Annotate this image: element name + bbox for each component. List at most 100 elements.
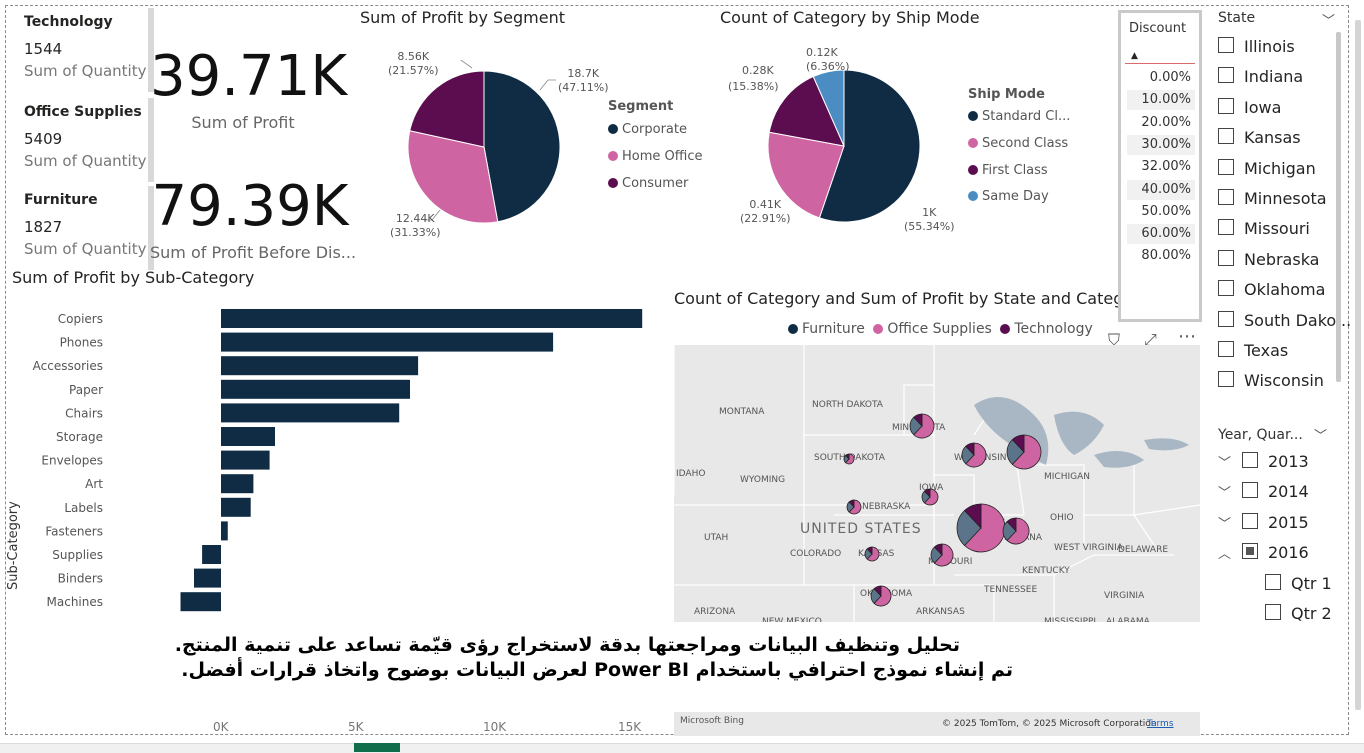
bar-machines[interactable] bbox=[180, 592, 222, 612]
bar-art[interactable] bbox=[221, 474, 254, 494]
chevron-down-icon[interactable]: ﹀ bbox=[1218, 516, 1232, 532]
bar-accessories[interactable] bbox=[221, 356, 419, 376]
state-scrollbar[interactable] bbox=[1336, 32, 1341, 382]
checkbox[interactable] bbox=[1218, 128, 1234, 145]
segment-slice-consumer[interactable] bbox=[409, 70, 485, 148]
legend-item-standard-class[interactable]: Standard Cl... bbox=[968, 109, 1070, 124]
checkbox[interactable] bbox=[1218, 97, 1234, 114]
checkbox[interactable] bbox=[1218, 249, 1234, 266]
segment-slice-home-office[interactable] bbox=[407, 130, 499, 224]
kpi-card-office-supplies[interactable]: Office Supplies 5409 Sum of Quantity bbox=[14, 98, 154, 182]
checkbox[interactable] bbox=[1218, 310, 1234, 327]
segment-slice-corporate[interactable] bbox=[483, 70, 561, 223]
checkbox[interactable] bbox=[1242, 543, 1258, 560]
state-option[interactable]: Missouri bbox=[1218, 219, 1310, 238]
shipmode-slice-first-class[interactable] bbox=[768, 75, 845, 147]
focus-mode-icon[interactable]: ⤢ bbox=[1144, 330, 1157, 349]
discount-option[interactable]: 60.00% bbox=[1127, 224, 1195, 245]
chevron-down-icon[interactable]: ﹀ bbox=[1218, 456, 1232, 471]
legend-item-consumer[interactable]: Consumer bbox=[608, 176, 688, 191]
discount-option[interactable]: 30.00% bbox=[1127, 134, 1195, 155]
page-scrollbar[interactable] bbox=[1355, 20, 1361, 710]
discount-option[interactable]: 32.00% bbox=[1141, 159, 1191, 175]
more-options-icon[interactable]: ⋯ bbox=[1178, 326, 1196, 347]
map-legend-technology[interactable]: Technology bbox=[996, 321, 1093, 337]
state-option[interactable]: Illinois bbox=[1218, 37, 1295, 56]
checkbox[interactable] bbox=[1218, 219, 1234, 236]
bar-copiers[interactable] bbox=[221, 309, 643, 328]
checkbox[interactable] bbox=[1218, 280, 1234, 297]
map-bubble[interactable] bbox=[1002, 517, 1030, 545]
checkbox[interactable] bbox=[1218, 341, 1234, 357]
checkbox[interactable] bbox=[1218, 37, 1234, 53]
checkbox[interactable] bbox=[1265, 604, 1281, 621]
bar-envelopes[interactable] bbox=[221, 450, 270, 470]
discount-option[interactable]: 10.00% bbox=[1127, 90, 1195, 111]
bar-storage[interactable] bbox=[221, 427, 275, 446]
map-bubble[interactable] bbox=[956, 503, 1006, 553]
bar-chairs[interactable] bbox=[221, 403, 400, 423]
discount-option[interactable]: 0.00% bbox=[1149, 70, 1191, 85]
shipmode-pie[interactable] bbox=[760, 62, 928, 230]
checkbox[interactable] bbox=[1242, 452, 1258, 468]
legend-item-corporate[interactable]: Corporate bbox=[608, 122, 687, 137]
shipmode-slice-same-day[interactable] bbox=[812, 69, 845, 147]
map-bubble[interactable] bbox=[864, 546, 880, 562]
state-option[interactable]: Iowa bbox=[1218, 97, 1281, 117]
bar-fasteners[interactable] bbox=[221, 521, 228, 541]
checkbox[interactable] bbox=[1218, 158, 1234, 175]
discount-option[interactable]: 20.00% bbox=[1141, 114, 1191, 130]
quarter-option[interactable]: Qtr 1 bbox=[1265, 574, 1332, 593]
map-bubble[interactable] bbox=[909, 413, 935, 439]
chevron-up-icon[interactable]: ︿ bbox=[1218, 547, 1232, 563]
checkbox[interactable] bbox=[1265, 574, 1281, 590]
map-bubble[interactable] bbox=[930, 543, 954, 567]
legend-item-home-office[interactable]: Home Office bbox=[608, 149, 702, 164]
map-legend-office-supplies[interactable]: Office Supplies bbox=[869, 321, 992, 337]
state-option[interactable]: Oklahoma bbox=[1218, 280, 1325, 299]
bar-phones[interactable] bbox=[221, 332, 554, 352]
sort-ascending-icon[interactable]: ▲ bbox=[1131, 51, 1138, 61]
legend-item-second-class[interactable]: Second Class bbox=[968, 136, 1068, 151]
chevron-down-icon[interactable]: ﹀ bbox=[1322, 14, 1336, 29]
map-bubble[interactable] bbox=[921, 488, 939, 506]
quarter-option[interactable]: Qtr 2 bbox=[1265, 604, 1332, 623]
state-option[interactable]: Michigan bbox=[1218, 158, 1316, 178]
state-option[interactable]: Kansas bbox=[1218, 128, 1301, 147]
year-option[interactable]: ﹀ 2015 bbox=[1218, 512, 1309, 532]
map-terms-link[interactable]: Terms bbox=[1147, 719, 1174, 729]
subcategory-bar-chart[interactable]: Copiers Phones Accessories Paper Chairs Stora… bbox=[0, 300, 670, 630]
legend-item-same-day[interactable]: Same Day bbox=[968, 189, 1049, 204]
map-bubble[interactable] bbox=[846, 499, 862, 515]
year-option[interactable]: ﹀ 2013 bbox=[1218, 452, 1309, 471]
discount-option[interactable]: 40.00% bbox=[1127, 179, 1195, 200]
legend-item-first-class[interactable]: First Class bbox=[968, 163, 1048, 178]
state-option[interactable]: Indiana bbox=[1218, 67, 1303, 86]
kpi-card-furniture[interactable]: Furniture 1827 Sum of Quantity bbox=[14, 186, 154, 270]
map-bubble[interactable] bbox=[870, 585, 892, 607]
checkbox[interactable] bbox=[1218, 371, 1234, 388]
segment-pie[interactable] bbox=[400, 60, 570, 230]
shipmode-slice-second-class[interactable] bbox=[767, 131, 845, 219]
shipmode-slice-standard-cl[interactable] bbox=[818, 69, 921, 223]
chevron-down-icon[interactable]: ﹀ bbox=[1218, 486, 1232, 502]
checkbox[interactable] bbox=[1218, 67, 1234, 84]
map-bubbles[interactable] bbox=[674, 345, 1200, 622]
checkbox[interactable] bbox=[1242, 482, 1258, 499]
year-option[interactable]: ﹀ 2014 bbox=[1218, 482, 1309, 501]
checkbox[interactable] bbox=[1242, 512, 1258, 529]
state-option[interactable]: Texas bbox=[1218, 341, 1288, 360]
chevron-down-icon[interactable]: ﹀ bbox=[1314, 429, 1328, 444]
map-legend-furniture[interactable]: Furniture bbox=[788, 321, 865, 337]
state-option[interactable]: South Dako... bbox=[1218, 310, 1351, 330]
bar-supplies[interactable] bbox=[202, 545, 221, 564]
map-bubble[interactable] bbox=[843, 453, 855, 465]
kpi-card-technology[interactable]: Technology 1544 Sum of Quantity bbox=[14, 8, 154, 92]
state-option[interactable]: Nebraska bbox=[1218, 249, 1319, 269]
bar-labels[interactable] bbox=[221, 497, 251, 517]
checkbox[interactable] bbox=[1218, 189, 1234, 205]
discount-option[interactable]: 50.00% bbox=[1141, 203, 1191, 219]
filter-icon[interactable]: ⛉ bbox=[1108, 330, 1121, 349]
page-tab-active[interactable] bbox=[354, 743, 400, 752]
